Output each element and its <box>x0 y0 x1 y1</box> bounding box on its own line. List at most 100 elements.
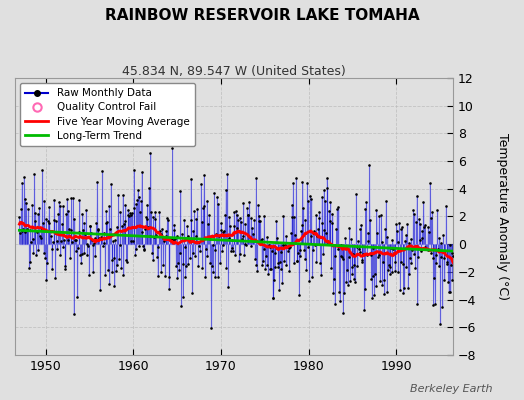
Point <box>366 217 374 223</box>
Point <box>322 175 331 182</box>
Point <box>192 216 201 222</box>
Point <box>177 303 185 309</box>
Point <box>43 260 51 266</box>
Point <box>261 253 270 259</box>
Point <box>203 252 212 259</box>
Point <box>102 220 111 226</box>
Point <box>215 233 223 239</box>
Point <box>102 208 110 215</box>
Point <box>201 274 210 280</box>
Point <box>274 260 282 266</box>
Point <box>110 283 118 289</box>
Point <box>93 179 101 186</box>
Point <box>56 252 64 258</box>
Point <box>422 246 430 253</box>
Point <box>162 228 171 234</box>
Point <box>183 261 192 267</box>
Point <box>29 250 38 256</box>
Point <box>368 295 376 301</box>
Point <box>100 240 108 246</box>
Point <box>26 259 34 265</box>
Point <box>233 211 242 218</box>
Point <box>69 195 77 201</box>
Point <box>380 290 389 297</box>
Point <box>365 162 373 168</box>
Point <box>286 244 294 250</box>
Point <box>19 226 27 232</box>
Point <box>25 264 33 271</box>
Point <box>150 234 158 240</box>
Point <box>336 253 345 260</box>
Point <box>246 234 254 240</box>
Point <box>308 274 316 280</box>
Point <box>261 266 269 272</box>
Point <box>432 251 441 258</box>
Point <box>420 224 428 230</box>
Point <box>394 268 402 275</box>
Y-axis label: Temperature Anomaly (°C): Temperature Anomaly (°C) <box>496 133 509 300</box>
Point <box>309 246 317 253</box>
Point <box>431 300 439 307</box>
Point <box>119 272 127 278</box>
Point <box>182 263 190 269</box>
Point <box>128 210 136 217</box>
Point <box>249 231 258 237</box>
Point <box>68 239 77 245</box>
Point <box>440 276 449 283</box>
Point <box>316 260 324 266</box>
Point <box>185 236 193 243</box>
Point <box>60 236 68 243</box>
Point <box>283 248 292 254</box>
Point <box>445 242 454 248</box>
Point <box>35 205 43 212</box>
Point <box>30 218 39 224</box>
Point <box>298 222 306 228</box>
Point <box>27 239 35 245</box>
Point <box>383 234 391 240</box>
Point <box>199 205 207 211</box>
Point <box>103 219 112 226</box>
Point <box>259 213 268 220</box>
Point <box>264 270 272 277</box>
Point <box>292 258 301 264</box>
Point <box>167 237 176 243</box>
Point <box>268 248 276 254</box>
Point <box>364 238 373 244</box>
Point <box>145 233 154 239</box>
Point <box>399 290 408 296</box>
Point <box>239 200 247 207</box>
Point <box>388 268 396 275</box>
Point <box>372 207 380 213</box>
Point <box>248 225 256 231</box>
Point <box>409 207 417 214</box>
Point <box>93 227 102 234</box>
Point <box>340 290 348 296</box>
Point <box>42 277 51 283</box>
Point <box>370 292 378 298</box>
Point <box>338 254 346 260</box>
Point <box>50 216 59 223</box>
Point <box>196 180 205 187</box>
Point <box>232 208 240 214</box>
Point <box>448 250 456 256</box>
Point <box>403 284 412 291</box>
Point <box>374 254 382 261</box>
Point <box>78 251 86 257</box>
Point <box>81 231 90 238</box>
Point <box>331 300 339 307</box>
Point <box>277 249 286 255</box>
Point <box>126 238 135 244</box>
Point <box>290 214 299 220</box>
Point <box>392 228 401 234</box>
Point <box>252 261 260 268</box>
Point <box>98 168 106 174</box>
Point <box>241 241 249 248</box>
Point <box>309 230 318 236</box>
Point <box>418 228 426 235</box>
Point <box>339 310 347 317</box>
Point <box>129 166 138 173</box>
Point <box>381 198 390 204</box>
Point <box>423 224 432 230</box>
Point <box>350 262 358 268</box>
Point <box>357 257 366 264</box>
